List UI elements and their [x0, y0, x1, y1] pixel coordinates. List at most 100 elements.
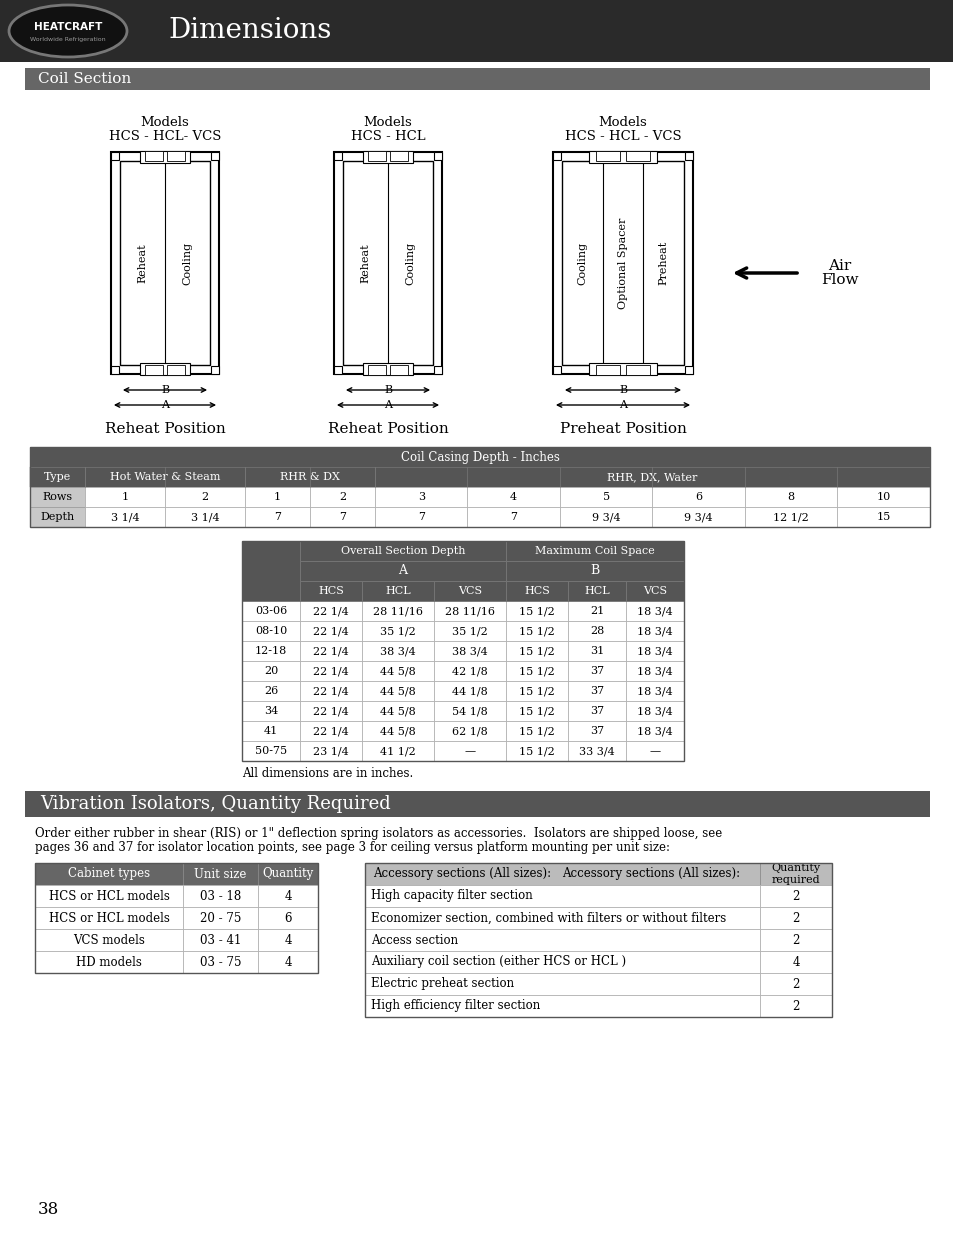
- Bar: [567, 621, 625, 641]
- Text: B: B: [618, 385, 626, 395]
- Text: 4: 4: [284, 889, 292, 903]
- Text: Reheat: Reheat: [137, 243, 148, 283]
- Bar: [35, 885, 183, 906]
- Text: 15 1/2: 15 1/2: [518, 666, 555, 676]
- Text: B: B: [383, 385, 392, 395]
- Bar: [559, 508, 652, 527]
- Text: Hot Water & Steam: Hot Water & Steam: [110, 472, 220, 482]
- Bar: [30, 467, 929, 487]
- Bar: [363, 363, 413, 375]
- Text: 2: 2: [201, 492, 209, 501]
- Text: Type: Type: [44, 472, 71, 482]
- Text: Cabinet types: Cabinet types: [68, 867, 150, 881]
- Text: 2: 2: [792, 911, 799, 925]
- Text: Flow: Flow: [821, 273, 858, 287]
- Bar: [145, 366, 162, 375]
- Text: Models: Models: [598, 116, 647, 128]
- Text: HCS or HCL models: HCS or HCL models: [49, 889, 170, 903]
- Text: 41: 41: [264, 726, 278, 736]
- Text: 03 - 75: 03 - 75: [199, 956, 241, 968]
- Text: 2: 2: [792, 999, 799, 1013]
- Text: Reheat Position: Reheat Position: [105, 422, 225, 436]
- Text: 15 1/2: 15 1/2: [518, 746, 555, 756]
- Text: 28: 28: [589, 626, 603, 636]
- Bar: [559, 487, 652, 508]
- Text: Preheat: Preheat: [658, 241, 668, 285]
- Bar: [30, 508, 85, 527]
- Bar: [257, 906, 317, 929]
- Text: Worldwide Refrigeration: Worldwide Refrigeration: [30, 37, 106, 42]
- Text: 35 1/2: 35 1/2: [452, 626, 487, 636]
- Text: 37: 37: [589, 685, 603, 697]
- Text: Rows: Rows: [42, 492, 72, 501]
- Bar: [434, 741, 505, 761]
- Text: 22 1/4: 22 1/4: [313, 626, 349, 636]
- Text: 34: 34: [264, 706, 278, 716]
- Text: Quantity: Quantity: [262, 867, 314, 881]
- Text: 18 3/4: 18 3/4: [637, 706, 672, 716]
- Bar: [183, 863, 257, 885]
- Text: 44 5/8: 44 5/8: [379, 726, 416, 736]
- Bar: [375, 467, 929, 487]
- Bar: [684, 152, 692, 161]
- Text: Cooling: Cooling: [182, 241, 193, 284]
- Bar: [434, 366, 441, 374]
- Bar: [365, 995, 760, 1016]
- Text: 2: 2: [792, 889, 799, 903]
- Bar: [760, 951, 831, 973]
- Text: HCS - HCL: HCS - HCL: [351, 131, 425, 143]
- Bar: [434, 601, 505, 621]
- Text: 42 1/8: 42 1/8: [452, 666, 487, 676]
- Text: B: B: [161, 385, 169, 395]
- Text: VCS: VCS: [642, 585, 666, 597]
- Bar: [140, 363, 190, 375]
- Bar: [299, 561, 505, 580]
- Text: Accessory sections (All sizes):: Accessory sections (All sizes):: [373, 867, 551, 881]
- Text: 18 3/4: 18 3/4: [637, 726, 672, 736]
- Bar: [589, 363, 656, 375]
- Text: 18 3/4: 18 3/4: [637, 626, 672, 636]
- Text: 03 - 18: 03 - 18: [200, 889, 241, 903]
- Bar: [368, 151, 385, 161]
- Text: Unit size: Unit size: [194, 867, 247, 881]
- Bar: [299, 580, 361, 601]
- Bar: [35, 906, 183, 929]
- Bar: [111, 152, 119, 161]
- Bar: [343, 161, 433, 366]
- Text: —: —: [649, 746, 659, 756]
- Text: Economizer section, combined with filters or without filters: Economizer section, combined with filter…: [371, 911, 725, 925]
- Bar: [567, 741, 625, 761]
- Text: Accessory sections (All sizes):: Accessory sections (All sizes):: [562, 867, 740, 881]
- Text: 26: 26: [264, 685, 278, 697]
- Bar: [553, 152, 692, 374]
- Text: Access section: Access section: [371, 934, 457, 946]
- Bar: [567, 721, 625, 741]
- Text: 18 3/4: 18 3/4: [637, 666, 672, 676]
- Text: 7: 7: [274, 513, 281, 522]
- Bar: [242, 601, 299, 621]
- Bar: [111, 366, 119, 374]
- Bar: [434, 580, 505, 601]
- Bar: [626, 366, 649, 375]
- Bar: [85, 487, 165, 508]
- Bar: [299, 741, 361, 761]
- Text: 38 3/4: 38 3/4: [379, 646, 416, 656]
- Bar: [361, 661, 434, 680]
- Bar: [744, 487, 837, 508]
- Text: HCS: HCS: [317, 585, 344, 597]
- Bar: [505, 621, 567, 641]
- Text: 12 1/2: 12 1/2: [773, 513, 808, 522]
- Bar: [365, 929, 760, 951]
- Text: 15 1/2: 15 1/2: [518, 706, 555, 716]
- Text: 21: 21: [589, 606, 603, 616]
- Bar: [744, 508, 837, 527]
- Bar: [760, 906, 831, 929]
- Bar: [299, 641, 361, 661]
- Text: Depth: Depth: [40, 513, 74, 522]
- Text: RHR & DX: RHR & DX: [280, 472, 339, 482]
- Text: 44 5/8: 44 5/8: [379, 706, 416, 716]
- Bar: [434, 701, 505, 721]
- Bar: [505, 561, 683, 580]
- Bar: [242, 541, 683, 761]
- Text: 28 11/16: 28 11/16: [373, 606, 422, 616]
